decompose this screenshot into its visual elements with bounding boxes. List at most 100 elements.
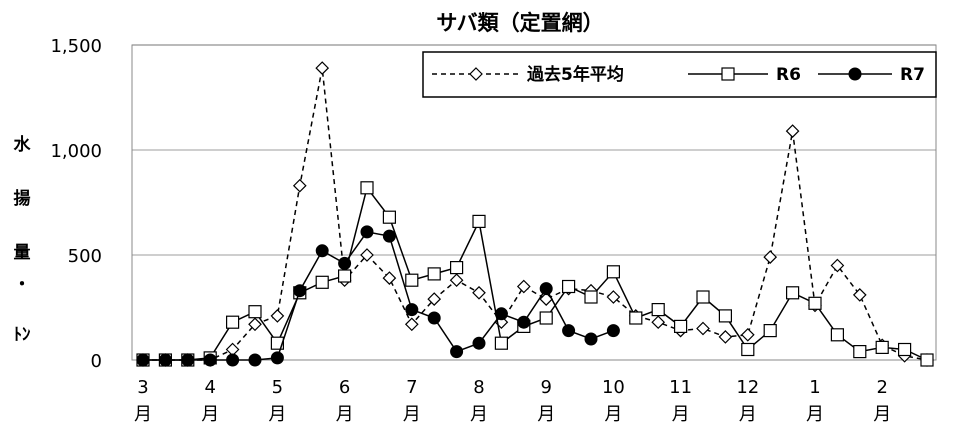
data-point xyxy=(248,317,262,332)
data-point xyxy=(718,330,733,344)
data-point xyxy=(427,311,441,325)
data-point xyxy=(427,292,442,306)
x-tick-unit: 月 xyxy=(672,404,690,425)
data-point xyxy=(472,336,486,350)
data-point xyxy=(226,353,240,367)
y-axis-label-char: 量 xyxy=(14,242,31,263)
x-tick-label: 10 xyxy=(602,377,625,398)
x-tick-label: 5 xyxy=(272,377,283,398)
data-point xyxy=(848,67,862,81)
data-point xyxy=(404,317,419,332)
data-point xyxy=(651,303,665,317)
data-point xyxy=(852,288,867,302)
data-point xyxy=(696,290,710,304)
data-point xyxy=(808,296,822,310)
x-tick-unit: 月 xyxy=(201,404,219,425)
data-point xyxy=(673,319,688,333)
data-point xyxy=(721,67,735,81)
data-point xyxy=(494,336,508,350)
data-point xyxy=(606,265,621,279)
legend-label: 過去5年平均 xyxy=(527,64,624,85)
y-axis-label-char: 水 xyxy=(14,134,32,155)
x-tick-unit: 月 xyxy=(873,404,891,425)
data-point xyxy=(629,311,643,325)
data-point xyxy=(785,124,800,138)
y-axis-ticks: 0 500 1,000 1,500 xyxy=(50,36,102,372)
x-tick-label: 2 xyxy=(876,377,887,398)
data-point xyxy=(651,315,666,330)
data-point xyxy=(450,261,464,275)
data-point xyxy=(696,321,710,336)
data-point xyxy=(516,279,531,294)
x-tick-unit: 月 xyxy=(604,404,622,425)
data-point xyxy=(606,324,620,338)
data-point xyxy=(450,345,464,359)
chart-title: サバ類（定置網） xyxy=(436,11,603,35)
data-point xyxy=(472,214,486,228)
data-point xyxy=(469,67,483,81)
x-tick-unit: 月 xyxy=(336,404,354,425)
series-layer xyxy=(136,61,934,367)
data-point xyxy=(292,178,307,193)
data-point xyxy=(584,332,598,346)
series-diamond xyxy=(136,61,934,367)
data-point xyxy=(203,353,217,367)
data-point xyxy=(853,345,867,359)
data-point xyxy=(539,311,553,325)
x-tick-label: 6 xyxy=(339,377,350,398)
y-axis-label-char: ・ xyxy=(14,275,31,295)
data-point xyxy=(248,353,262,367)
data-point xyxy=(338,256,352,270)
data-point xyxy=(360,248,374,262)
data-point xyxy=(315,244,329,258)
x-tick-unit: 月 xyxy=(806,404,824,425)
x-tick-label: 7 xyxy=(406,377,417,398)
data-point xyxy=(293,284,307,298)
legend: 過去5年平均 R6 R7 xyxy=(422,51,937,98)
data-point xyxy=(785,286,800,300)
data-point xyxy=(763,250,778,264)
x-tick-label: 3 xyxy=(137,377,148,398)
x-tick-label: 4 xyxy=(204,377,215,398)
x-tick-unit: 月 xyxy=(134,404,152,425)
plot-area xyxy=(131,44,937,361)
data-point xyxy=(248,305,262,319)
y-tick-label: 0 xyxy=(91,351,102,372)
x-tick-unit: 月 xyxy=(470,404,488,425)
data-point xyxy=(181,353,195,367)
y-axis-label-char: ﾄﾝ xyxy=(14,325,31,345)
x-tick-unit: 月 xyxy=(403,404,421,425)
data-point xyxy=(382,210,396,224)
series-square xyxy=(136,181,934,367)
data-point xyxy=(338,269,352,283)
data-point xyxy=(270,351,284,365)
data-point xyxy=(427,267,441,281)
data-point xyxy=(606,290,621,304)
data-point xyxy=(405,273,419,287)
data-point xyxy=(382,229,396,243)
legend-label: R6 xyxy=(776,65,801,85)
data-point xyxy=(270,336,284,350)
data-point xyxy=(449,273,464,288)
y-axis-label-char: 揚 xyxy=(14,189,31,209)
data-point xyxy=(561,279,576,294)
data-point xyxy=(718,309,733,323)
data-point xyxy=(136,353,150,367)
x-tick-unit: 月 xyxy=(268,404,286,425)
x-tick-label: 12 xyxy=(736,377,759,398)
data-point xyxy=(472,285,486,300)
data-point xyxy=(830,258,845,273)
data-point xyxy=(226,315,240,329)
data-point xyxy=(741,342,755,357)
series-line xyxy=(143,231,614,361)
y-tick-label: 500 xyxy=(68,246,102,267)
data-point xyxy=(494,307,508,321)
x-tick-label: 8 xyxy=(473,377,484,398)
data-point xyxy=(405,303,419,317)
data-point xyxy=(382,271,397,285)
data-point xyxy=(920,353,934,367)
data-point xyxy=(315,275,329,289)
y-tick-label: 1,500 xyxy=(50,36,102,57)
series-line xyxy=(143,186,928,361)
